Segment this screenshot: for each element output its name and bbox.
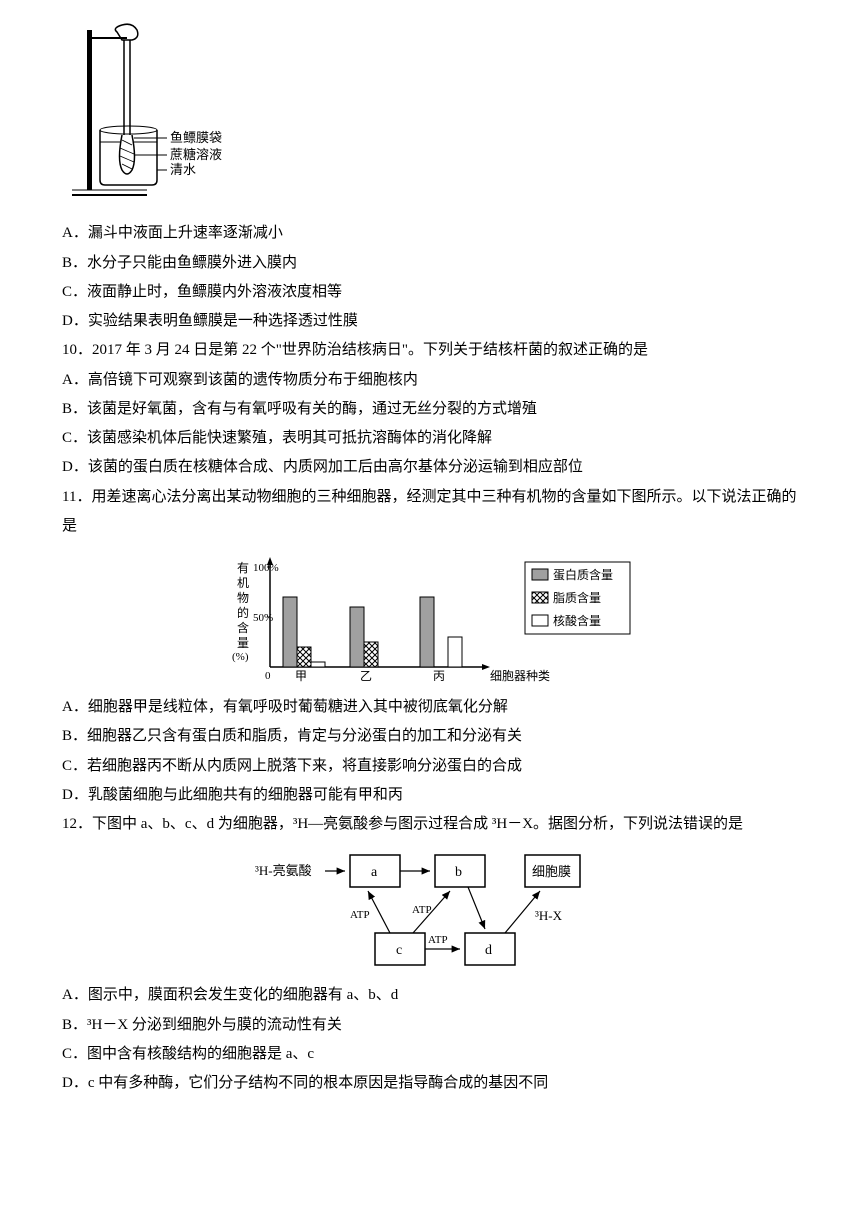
svg-text:脂质含量: 脂质含量 xyxy=(553,590,601,605)
q9-option-b: B．水分子只能由鱼鳔膜外进入膜内 xyxy=(62,249,798,278)
q12-flowchart: ³H-亮氨酸 a b 细胞膜 c d ATP ATP ATP ³H-X xyxy=(62,845,798,975)
q12-option-c: C．图中含有核酸结构的细胞器是 a、c xyxy=(62,1040,798,1069)
svg-text:蛋白质含量: 蛋白质含量 xyxy=(553,567,613,582)
q12-stem: 12．下图中 a、b、c、d 为细胞器，³H—亮氨酸参与图示过程合成 ³H－X。… xyxy=(62,810,798,839)
q10-option-b: B．该菌是好氧菌，含有与有氧呼吸有关的酶，通过无丝分裂的方式增殖 xyxy=(62,395,798,424)
svg-text:核酸含量: 核酸含量 xyxy=(553,613,601,628)
label-water: 清水 xyxy=(170,162,196,177)
q11-option-b: B．细胞器乙只含有蛋白质和脂质，肯定与分泌蛋白的加工和分泌有关 xyxy=(62,722,798,751)
q11-option-c: C．若细胞器丙不断从内质网上脱落下来，将直接影响分泌蛋白的合成 xyxy=(62,752,798,781)
svg-text:量: 量 xyxy=(237,636,249,650)
svg-text:a: a xyxy=(371,865,378,880)
svg-text:细胞器种类: 细胞器种类 xyxy=(490,669,550,683)
q11-chart: 有 机 物 的 含 量 (%) 100% 50% 0 甲 乙 丙 细胞器种类 xyxy=(62,547,798,687)
svg-text:ATP: ATP xyxy=(350,909,370,921)
svg-text:d: d xyxy=(485,943,492,958)
svg-text:机: 机 xyxy=(237,576,249,590)
q10-stem: 10．2017 年 3 月 24 日是第 22 个"世界防治结核病日"。下列关于… xyxy=(62,336,798,365)
q10-option-a: A．高倍镜下可观察到该菌的遗传物质分布于细胞核内 xyxy=(62,366,798,395)
q12-option-b: B．³H－X 分泌到细胞外与膜的流动性有关 xyxy=(62,1011,798,1040)
svg-text:含: 含 xyxy=(237,620,249,635)
q12-option-d: D．c 中有多种酶，它们分子结构不同的根本原因是指导酶合成的基因不同 xyxy=(62,1069,798,1098)
q12-option-a: A．图示中，膜面积会发生变化的细胞器有 a、b、d xyxy=(62,981,798,1010)
q9-option-d: D．实验结果表明鱼鳔膜是一种选择透过性膜 xyxy=(62,307,798,336)
svg-text:有: 有 xyxy=(237,561,249,575)
svg-text:丙: 丙 xyxy=(433,669,445,683)
svg-text:c: c xyxy=(396,943,402,958)
svg-text:100%: 100% xyxy=(253,562,279,574)
svg-text:50%: 50% xyxy=(253,612,273,624)
q9-option-a: A．漏斗中液面上升速率逐渐减小 xyxy=(62,219,798,248)
svg-text:(%): (%) xyxy=(232,651,249,663)
q11-option-a: A．细胞器甲是线粒体，有氧呼吸时葡萄糖进入其中被彻底氧化分解 xyxy=(62,693,798,722)
svg-text:³H-X: ³H-X xyxy=(535,908,563,923)
label-membrane: 鱼鳔膜袋 xyxy=(170,130,222,145)
apparatus-diagram: 鱼鳔膜袋 蔗糖溶液 清水 xyxy=(62,20,798,211)
svg-text:ATP: ATP xyxy=(428,934,448,946)
svg-text:0: 0 xyxy=(265,670,271,682)
q11-stem: 11．用差速离心法分离出某动物细胞的三种细胞器，经测定其中三种有机物的含量如下图… xyxy=(62,483,798,542)
q9-option-c: C．液面静止时，鱼鳔膜内外溶液浓度相等 xyxy=(62,278,798,307)
svg-text:乙: 乙 xyxy=(360,669,372,683)
label-sucrose: 蔗糖溶液 xyxy=(170,147,222,162)
svg-text:细胞膜: 细胞膜 xyxy=(532,864,571,879)
q10-option-c: C．该菌感染机体后能快速繁殖，表明其可抵抗溶酶体的消化降解 xyxy=(62,424,798,453)
q10-option-d: D．该菌的蛋白质在核糖体合成、内质网加工后由高尔基体分泌运输到相应部位 xyxy=(62,453,798,482)
svg-text:甲: 甲 xyxy=(295,669,307,683)
svg-text:物: 物 xyxy=(237,591,249,605)
svg-text:的: 的 xyxy=(237,605,249,620)
svg-text:b: b xyxy=(455,865,462,880)
svg-text:ATP: ATP xyxy=(412,904,432,916)
svg-text:³H-亮氨酸: ³H-亮氨酸 xyxy=(255,863,312,878)
q11-option-d: D．乳酸菌细胞与此细胞共有的细胞器可能有甲和丙 xyxy=(62,781,798,810)
